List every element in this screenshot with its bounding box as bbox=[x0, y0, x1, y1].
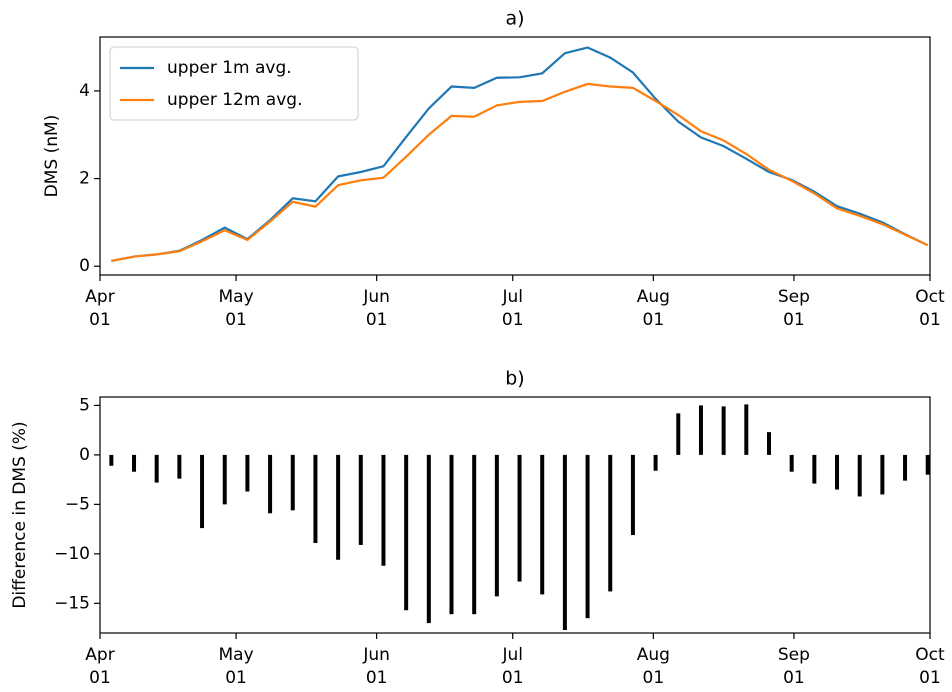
bar bbox=[426, 454, 431, 624]
x-tick-label: Apr 01 bbox=[85, 287, 115, 330]
bar bbox=[653, 454, 658, 471]
bar bbox=[585, 454, 590, 619]
x-tick-label: Jun 01 bbox=[363, 287, 390, 330]
x-tick-label: Apr 01 bbox=[85, 645, 115, 688]
x-tick-label: Jul 01 bbox=[501, 645, 524, 688]
bar bbox=[494, 454, 499, 597]
bar bbox=[608, 454, 613, 592]
x-tick-label: Sep 01 bbox=[777, 645, 810, 688]
bar bbox=[562, 454, 567, 631]
bar bbox=[132, 454, 137, 472]
bar bbox=[290, 454, 295, 511]
y-tick-label: 2 bbox=[79, 169, 90, 189]
bar bbox=[200, 454, 205, 529]
y-tick-label: −10 bbox=[54, 544, 90, 564]
y-tick-label: 4 bbox=[79, 81, 90, 101]
bar bbox=[245, 454, 250, 492]
chart-title: b) bbox=[505, 368, 524, 390]
bar bbox=[903, 454, 908, 481]
x-tick-label: Oct 01 bbox=[915, 287, 945, 330]
bar bbox=[381, 454, 386, 566]
bar bbox=[313, 454, 318, 543]
y-tick-label: 5 bbox=[79, 395, 90, 415]
y-tick-label: −15 bbox=[54, 593, 90, 613]
x-tick-label: Oct 01 bbox=[915, 645, 945, 688]
bar bbox=[154, 454, 159, 483]
x-tick-label: Jun 01 bbox=[363, 645, 390, 688]
bar bbox=[358, 454, 363, 545]
legend-box bbox=[109, 46, 359, 121]
bar bbox=[472, 454, 477, 615]
bar bbox=[880, 454, 885, 495]
y-tick-label: 0 bbox=[79, 445, 90, 465]
y-tick-label: 0 bbox=[79, 256, 90, 276]
bar bbox=[268, 454, 273, 514]
data-line bbox=[111, 82, 929, 263]
axes-frame bbox=[99, 36, 931, 276]
bar bbox=[835, 454, 840, 490]
bar bbox=[789, 454, 794, 472]
bar bbox=[857, 454, 862, 497]
x-tick-label: Aug 01 bbox=[636, 287, 670, 330]
axes-frame bbox=[99, 396, 931, 634]
bar bbox=[925, 454, 930, 475]
bar bbox=[336, 454, 341, 560]
bar bbox=[109, 454, 114, 466]
bar bbox=[404, 454, 409, 611]
bar bbox=[517, 454, 522, 582]
x-tick-label: Jul 01 bbox=[501, 287, 524, 330]
bar bbox=[812, 454, 817, 484]
bar bbox=[630, 454, 635, 536]
y-axis-label: Difference in DMS (%) bbox=[10, 421, 30, 608]
legend-label: upper 1m avg. bbox=[167, 58, 292, 78]
y-axis-label: DMS (nM) bbox=[42, 115, 62, 198]
x-tick-label: Aug 01 bbox=[636, 645, 670, 688]
x-tick-label: May 01 bbox=[218, 287, 254, 330]
x-tick-label: May 01 bbox=[218, 645, 254, 688]
bar bbox=[744, 404, 749, 455]
bar bbox=[766, 432, 771, 455]
bar bbox=[222, 454, 227, 505]
legend-label: upper 12m avg. bbox=[167, 90, 302, 110]
bar bbox=[721, 406, 726, 455]
bar bbox=[177, 454, 182, 479]
bar bbox=[676, 413, 681, 455]
bar bbox=[540, 454, 545, 595]
bar bbox=[449, 454, 454, 615]
chart-title: a) bbox=[505, 8, 524, 30]
x-tick-label: Sep 01 bbox=[777, 287, 810, 330]
bar bbox=[698, 405, 703, 455]
y-tick-label: −5 bbox=[65, 494, 90, 514]
